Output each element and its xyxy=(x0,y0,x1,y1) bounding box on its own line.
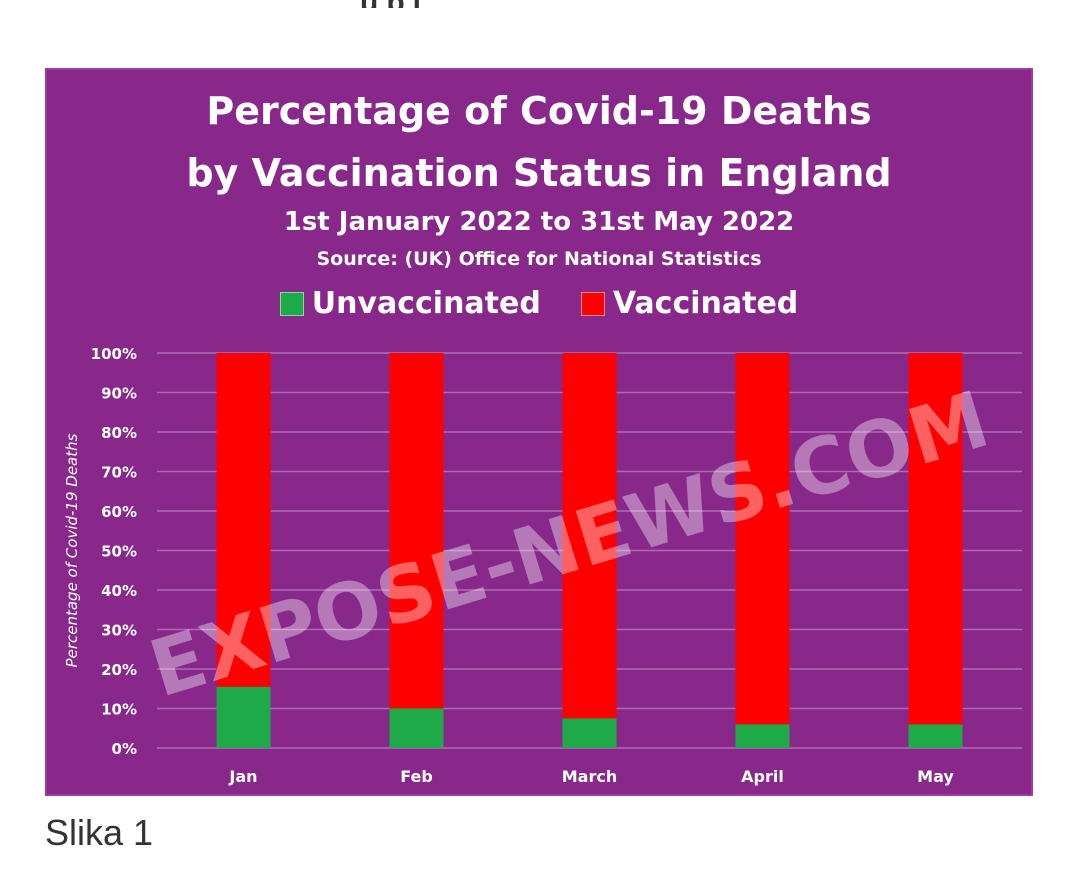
chart-title-line-1: Percentage of Covid-19 Deaths xyxy=(206,89,872,133)
chart-legend: Unvaccinated Vaccinated xyxy=(47,286,1031,321)
chart-title-line-2: by Vaccination Status in England xyxy=(186,151,892,195)
y-tick-label: 30% xyxy=(101,622,137,640)
figure-caption: Slika 1 xyxy=(45,812,154,853)
y-tick-label: 40% xyxy=(101,582,137,600)
y-tick-label: 10% xyxy=(101,701,137,719)
chart-source: Source: (UK) Office for National Statist… xyxy=(316,248,762,270)
bar-unvaccinated-may xyxy=(908,724,963,748)
y-axis-label: Percentage of Covid-19 Deaths xyxy=(63,433,81,667)
bar-unvaccinated-feb xyxy=(389,708,444,748)
bar-unvaccinated-april xyxy=(735,724,790,748)
legend-item-vaccinated: Vaccinated xyxy=(580,286,799,321)
y-tick-label: 100% xyxy=(91,345,137,363)
cropped-heading-fragment: upj xyxy=(360,0,480,8)
x-tick-label: Feb xyxy=(400,767,433,786)
y-tick-label: 80% xyxy=(101,424,137,442)
y-tick-label: 20% xyxy=(101,661,137,679)
legend-label-vaccinated: Vaccinated xyxy=(612,286,799,321)
x-tick-label: March xyxy=(562,767,617,786)
chart-subtitle: 1st January 2022 to 31st May 2022 xyxy=(283,207,795,237)
bar-unvaccinated-march xyxy=(562,718,617,748)
chart: Percentage of Covid-19 Deaths by Vaccina… xyxy=(45,68,1033,796)
bar-unvaccinated-jan xyxy=(216,686,271,748)
legend-swatch-unvaccinated xyxy=(279,291,304,316)
y-tick-label: 50% xyxy=(101,543,137,561)
plot-area: 0% 10% 20% 30% 40% 50% 60% 70% 80% 90% 100% Percent… xyxy=(63,345,1022,786)
y-tick-label: 60% xyxy=(101,503,137,521)
bar-vaccinated-feb xyxy=(389,353,444,709)
bar-vaccinated-march xyxy=(562,353,617,719)
bar-vaccinated-may xyxy=(908,353,963,725)
legend-label-unvaccinated: Unvaccinated xyxy=(311,286,541,321)
x-tick-label: Jan xyxy=(228,767,257,786)
bar-vaccinated-jan xyxy=(216,353,271,687)
y-tick-label: 70% xyxy=(101,464,137,482)
x-tick-label: April xyxy=(741,767,784,786)
y-tick-label: 0% xyxy=(112,740,137,758)
legend-swatch-vaccinated xyxy=(580,291,605,316)
x-tick-label: May xyxy=(917,767,954,786)
bar-vaccinated-april xyxy=(735,353,790,725)
legend-item-unvaccinated: Unvaccinated xyxy=(279,286,541,321)
y-tick-label: 90% xyxy=(101,385,137,403)
